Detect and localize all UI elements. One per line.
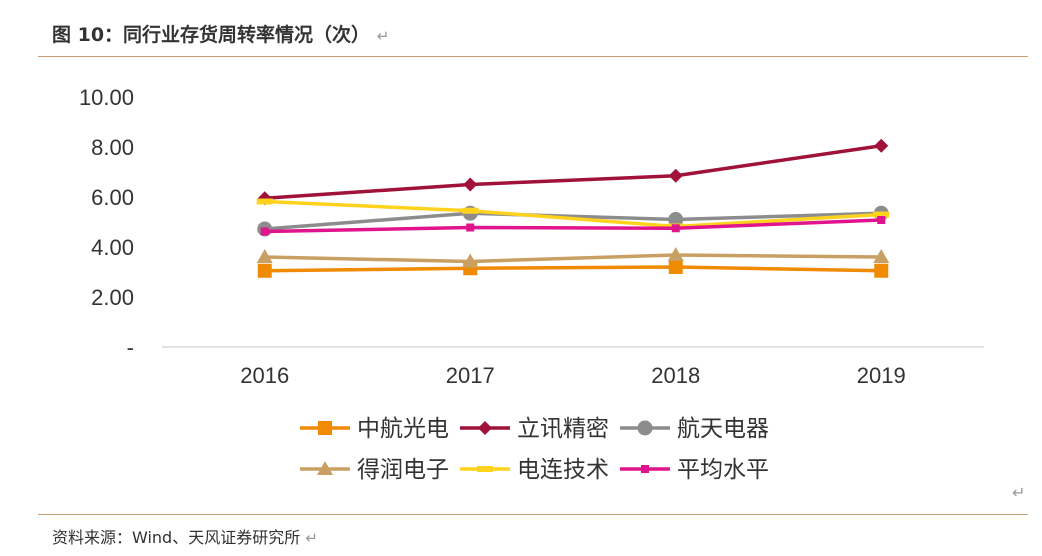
legend-item: 得润电子: [300, 457, 449, 483]
series-2-point: [463, 177, 478, 192]
series-2-point: [874, 138, 889, 153]
series-4-point: [873, 249, 890, 263]
legend-swatch-marker: [637, 420, 653, 436]
x-tick-label: 2019: [857, 363, 906, 388]
series-5-point: [873, 211, 890, 218]
legend-label: 电连技术: [517, 457, 609, 483]
legend-label: 立讯精密: [517, 416, 609, 442]
series-6-point: [671, 224, 680, 233]
source-note: 资料来源：Wind、天风证券研究所 ↵: [52, 524, 318, 548]
bottom-divider: [38, 514, 1028, 515]
series-line-4: [263, 253, 883, 264]
y-tick-label: 6.00: [91, 185, 134, 210]
legend-item: 立讯精密: [460, 416, 609, 442]
series-1-point: [874, 263, 889, 278]
legend-swatch-marker: [317, 461, 333, 475]
legend-swatch-marker: [478, 421, 492, 435]
series-6-point: [466, 223, 475, 232]
x-tick-label: 2016: [240, 363, 289, 388]
series-line-5: [263, 199, 883, 229]
series-6-point: [877, 216, 886, 224]
return-mark-icon: ↵: [305, 529, 318, 547]
y-tick-label: 10.00: [79, 85, 134, 110]
x-tick-label: 2018: [651, 363, 700, 388]
series-5-point: [462, 207, 479, 214]
chart-heading: 图 10：同行业存货周转率情况（次） ↵: [52, 20, 389, 47]
y-tick-label: 2.00: [91, 285, 134, 310]
y-tick-label: 8.00: [91, 135, 134, 160]
legend-label: 中航光电: [357, 416, 449, 442]
series-1-point: [257, 263, 272, 278]
legend-label: 航天电器: [677, 416, 769, 442]
series-1-point: [668, 260, 683, 274]
source-text: 资料来源：Wind、天风证券研究所: [52, 528, 301, 547]
legend-swatch-marker: [477, 466, 493, 472]
top-divider: [38, 56, 1028, 57]
legend-item: 航天电器: [620, 416, 769, 442]
x-tick-label: 2017: [446, 363, 495, 388]
legend-item: 中航光电: [300, 416, 449, 442]
return-mark-icon: ↵: [376, 27, 390, 45]
series-2-point: [668, 168, 683, 183]
y-tick-label: -: [127, 335, 134, 360]
series-3-point: [668, 212, 684, 227]
series-line-1: [263, 265, 883, 273]
legend-swatch-marker: [318, 421, 332, 435]
chart-heading-text: 图 10：同行业存货周转率情况（次）: [52, 24, 371, 46]
series-line-3: [263, 211, 883, 231]
paragraph-mark-icon: ↵: [1012, 483, 1026, 502]
legend-item: 平均水平: [620, 457, 769, 483]
legend-item: 电连技术: [460, 457, 609, 483]
series-4-point: [462, 253, 479, 268]
legend-swatch-marker: [641, 465, 649, 473]
legend-label: 平均水平: [677, 457, 769, 483]
legend-label: 得润电子: [357, 457, 449, 483]
series-6-point: [260, 227, 269, 236]
series-4-point: [256, 249, 273, 263]
series-5-point: [256, 198, 273, 205]
series-line-2: [263, 144, 883, 200]
series-4-point: [667, 247, 684, 261]
series-line-6: [263, 218, 883, 234]
y-tick-label: 4.00: [91, 235, 134, 260]
